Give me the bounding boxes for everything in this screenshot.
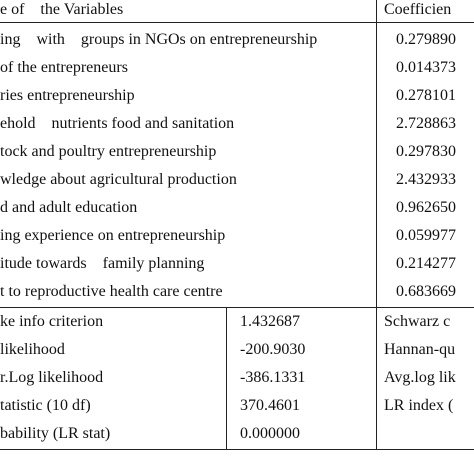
coefficient: 0.279890 xyxy=(396,31,456,48)
stat-name: Schwarz c xyxy=(384,313,451,330)
variable-name: wledge about agricultural production xyxy=(0,171,237,188)
rule xyxy=(0,449,474,450)
column-rule xyxy=(376,0,377,450)
coefficient: 0.297830 xyxy=(396,143,456,160)
coefficient: 0.014373 xyxy=(396,59,456,76)
stat-name: bability (LR stat) xyxy=(0,425,111,442)
variable-name: d and adult education xyxy=(0,199,138,216)
coefficient: 2.728863 xyxy=(396,115,456,132)
column-rule xyxy=(226,307,227,450)
variable-name: ehold nutrients food and sanitation xyxy=(0,115,235,132)
stat-name: Hannan-qu xyxy=(384,341,456,358)
header-cell: e of the Variables xyxy=(0,1,124,18)
variable-name: itude towards family planning xyxy=(0,255,205,272)
stat-name: likelihood xyxy=(0,341,65,358)
coefficient: 0.962650 xyxy=(396,199,456,216)
coefficient: 0.214277 xyxy=(396,255,456,272)
variable-name: ries entrepreneurship xyxy=(0,87,135,104)
coefficient: 0.278101 xyxy=(396,87,456,104)
stat-name: r.Log likelihood xyxy=(0,369,104,386)
variable-name: tock and poultry entrepreneurship xyxy=(0,143,217,160)
stat-value: 0.000000 xyxy=(240,425,300,442)
stat-value: 370.4601 xyxy=(240,397,300,414)
stat-value: 1.432687 xyxy=(240,313,300,330)
stat-name: ke info criterion xyxy=(0,313,104,330)
coefficient: 2.432933 xyxy=(396,171,456,188)
header-cell: Coefficien xyxy=(384,1,452,18)
stat-value: -386.1331 xyxy=(240,369,306,386)
coefficient: 0.059977 xyxy=(396,227,456,244)
stat-name: tatistic (10 df) xyxy=(0,397,91,414)
rule xyxy=(0,22,474,23)
coefficient: 0.683669 xyxy=(396,283,456,300)
stat-value: -200.9030 xyxy=(240,341,306,358)
stat-name: LR index ( xyxy=(384,397,454,414)
stat-name: Avg.log lik xyxy=(384,369,456,386)
variable-name: ing experience on entrepreneurship xyxy=(0,227,226,244)
variable-name: ing with groups in NGOs on entrepreneurs… xyxy=(0,31,318,48)
variable-name: t to reproductive health care centre xyxy=(0,283,223,300)
rule xyxy=(0,307,474,308)
variable-name: of the entrepreneurs xyxy=(0,59,128,76)
